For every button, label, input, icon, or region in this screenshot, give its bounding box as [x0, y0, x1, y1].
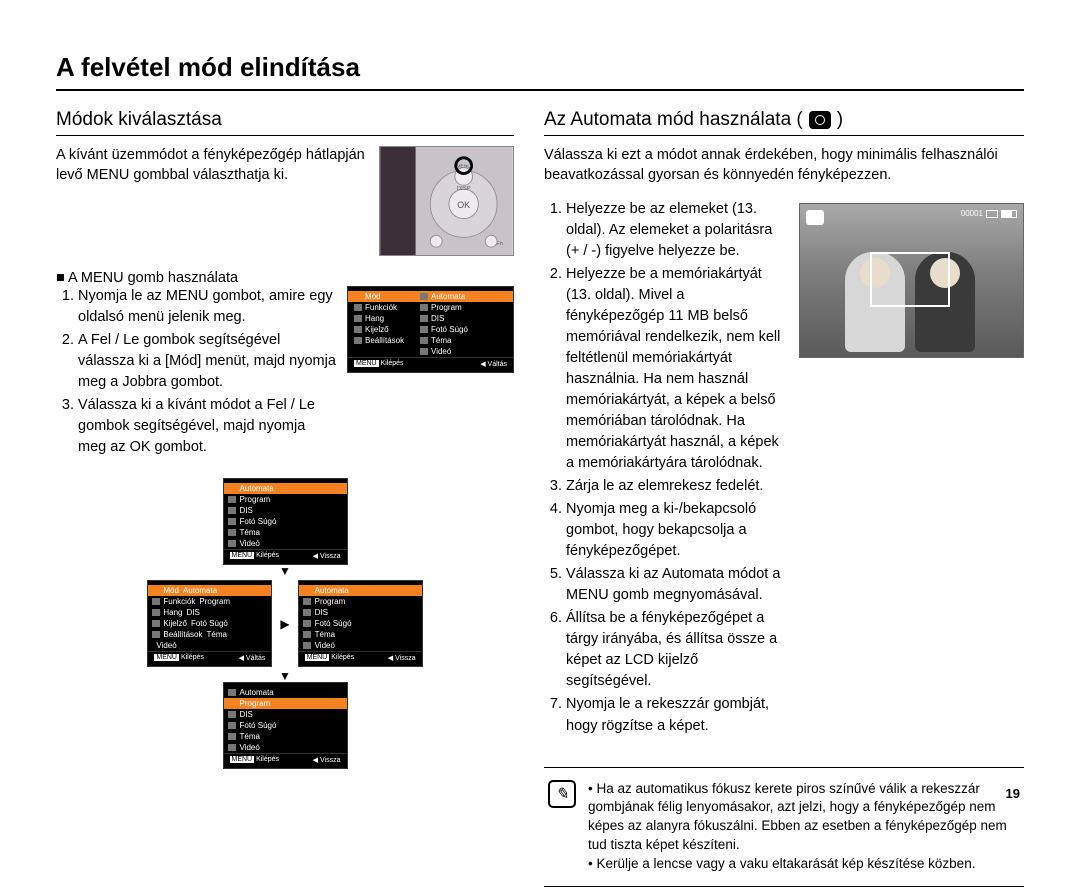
right-heading: Az Automata mód használata ( ) [544, 109, 1024, 136]
right-steps: Helyezze be az elemeket (13. oldal). Az … [544, 199, 783, 736]
menu-screenshot-main: MódAutomata FunkciókProgram HangDIS Kije… [347, 286, 514, 373]
left-step-3: Válassza ki a kívánt módot a Fel / Le go… [78, 395, 337, 458]
left-heading: Módok kiválasztása [56, 109, 514, 136]
page-title: A felvétel mód elindítása [56, 52, 1024, 91]
note-item-1: Ha az automatikus fókusz kerete piros sz… [588, 780, 1020, 856]
arrow-right-icon: ▶ [280, 618, 289, 630]
left-column: Módok kiválasztása A kívánt üzemmódot a … [56, 109, 514, 887]
right-step-5: Válassza ki az Automata módot a MENU gom… [566, 564, 783, 606]
menu-flow: Automata Program DIS Fotó Súgó Téma Vide… [56, 478, 514, 769]
right-step-1: Helyezze be az elemeket (13. oldal). Az … [566, 199, 783, 262]
left-step-2: A Fel / Le gombok segítségével válassza … [78, 330, 337, 393]
disp-label: DISP [457, 186, 471, 192]
camera-back-figure: OK DISP MENU Fn [379, 146, 514, 256]
camera-mode-icon [809, 111, 831, 129]
right-step-6: Állítsa be a fényképezőgépet a tárgy irá… [566, 608, 783, 692]
left-intro: A kívánt üzemmódot a fényképezőgép hátla… [56, 146, 365, 185]
lcd-preview-figure: 00001 [799, 203, 1024, 358]
status-bar: 00001 [961, 209, 1017, 218]
right-column: Az Automata mód használata ( ) Válassza … [544, 109, 1024, 887]
menu-label: MENU [456, 164, 471, 170]
two-column-layout: Módok kiválasztása A kívánt üzemmódot a … [56, 109, 1024, 887]
note-box: ✎ Ha az automatikus fókusz kerete piros … [544, 767, 1024, 887]
left-step-1: Nyomja le az MENU gombot, amire egy olda… [78, 286, 337, 328]
mode-indicator-icon [806, 210, 824, 225]
note-icon: ✎ [548, 780, 576, 808]
menu-flow-shot-4: Automata Program DIS Fotó Súgó Téma Vide… [223, 682, 348, 769]
arrow-down-icon: ▼ [279, 565, 291, 577]
menu-flow-shot-2: MódAutomata FunkciókProgram HangDIS Kije… [147, 580, 272, 667]
right-intro: Válassza ki ezt a módot annak érdekében,… [544, 146, 1024, 185]
right-step-3: Zárja le az elemrekesz fedelét. [566, 476, 783, 497]
left-steps: Nyomja le az MENU gombot, amire egy olda… [56, 286, 337, 460]
right-step-4: Nyomja meg a ki-/bekapcsoló gombot, hogy… [566, 499, 783, 562]
ok-label: OK [457, 200, 470, 210]
right-step-2: Helyezze be a memóriakártyát (13. oldal)… [566, 264, 783, 474]
menu-usage-label: A MENU gomb használata [56, 270, 514, 286]
right-step-7: Nyomja le a rekeszzár gombját, hogy rögz… [566, 694, 783, 736]
focus-frame-icon [870, 252, 950, 307]
note-item-2: Kerülje a lencse vagy a vaku eltakarását… [588, 855, 1020, 874]
menu-flow-shot-3: Automata Program DIS Fotó Súgó Téma Vide… [298, 580, 423, 667]
menu-flow-shot-1: Automata Program DIS Fotó Súgó Téma Vide… [223, 478, 348, 565]
page-number: 19 [1006, 786, 1020, 801]
arrow-down-icon-2: ▼ [279, 670, 291, 682]
